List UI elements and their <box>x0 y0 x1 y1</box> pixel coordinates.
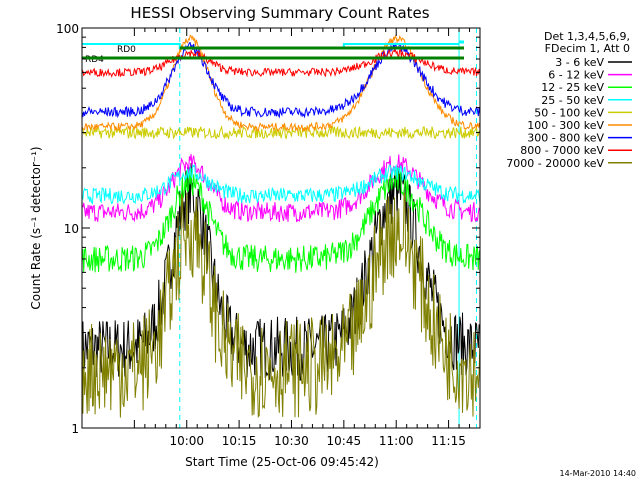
y-tick-label: 10 <box>64 222 79 236</box>
legend-entry-label: 25 - 50 keV <box>541 94 604 107</box>
legend: Det 1,3,4,5,6,9,FDecim 1, Att 03 - 6 keV… <box>506 30 632 170</box>
y-axis: 1 10 100 <box>56 22 480 436</box>
legend-header: FDecim 1, Att 0 <box>545 42 630 55</box>
legend-entry-label: 300 - 800 keV <box>527 132 604 145</box>
legend-entry-label: 100 - 300 keV <box>527 119 604 132</box>
legend-entry-label: 3 - 6 keV <box>555 56 604 69</box>
series-line <box>81 34 481 133</box>
x-tick-label: 11:15 <box>431 434 466 448</box>
series-line <box>81 192 481 419</box>
series-line <box>81 163 481 205</box>
x-tick-label: 10:45 <box>327 434 362 448</box>
series-line <box>81 125 481 140</box>
legend-entry-label: 7000 - 20000 keV <box>506 157 604 170</box>
series-line <box>81 162 481 381</box>
y-axis-label: Count Rate (s⁻¹ detector⁻¹) <box>29 146 43 309</box>
x-tick-label: 10:15 <box>222 434 257 448</box>
x-tick-label: 11:00 <box>379 434 414 448</box>
legend-entry-label: 50 - 100 keV <box>534 106 604 119</box>
rate-annotation: RD0 <box>117 45 136 55</box>
footer-date: 14-Mar-2010 14:40 <box>560 469 637 478</box>
y-tick-label: 1 <box>71 422 79 436</box>
series-line <box>81 42 481 119</box>
x-axis: 10:00 10:15 10:30 10:45 11:00 11:15 <box>133 28 471 448</box>
legend-header: Det 1,3,4,5,6,9, <box>544 30 630 43</box>
series-line <box>81 154 481 223</box>
plot-area: RD0 RD4 <box>81 34 481 419</box>
legend-entry-label: 6 - 12 keV <box>548 69 604 82</box>
y-tick-label: 100 <box>56 22 79 36</box>
x-tick-label: 10:30 <box>274 434 309 448</box>
rate-annotation: RD4 <box>85 55 104 65</box>
x-tick-label: 10:00 <box>169 434 204 448</box>
legend-entry-label: 12 - 25 keV <box>541 81 604 94</box>
chart-title: HESSI Observing Summary Count Rates <box>130 4 429 22</box>
series-line <box>81 167 481 273</box>
x-axis-label: Start Time (25-Oct-06 09:45:42) <box>185 455 379 469</box>
legend-entry-label: 800 - 7000 keV <box>520 144 604 157</box>
